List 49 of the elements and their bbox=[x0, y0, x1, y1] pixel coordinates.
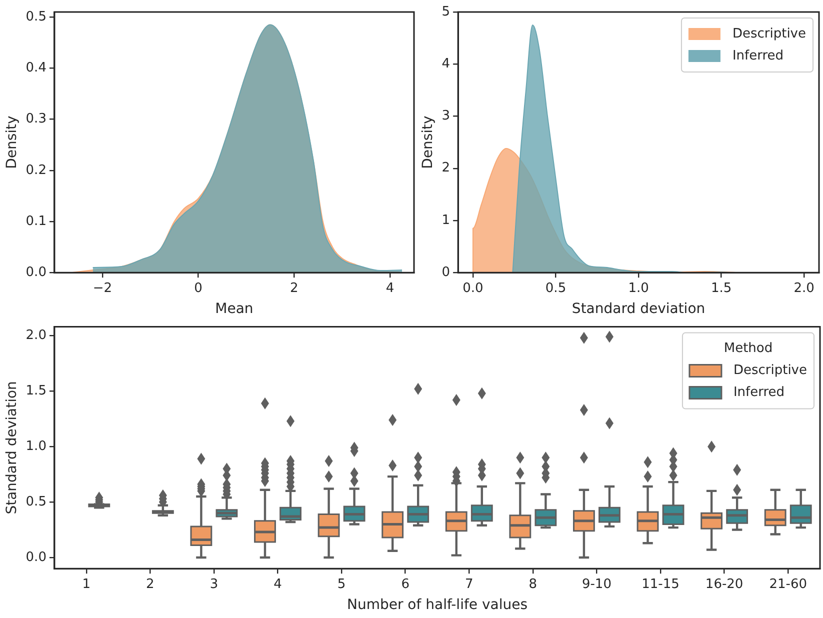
y-tick-label: 0.0 bbox=[26, 550, 46, 565]
y-tick-label: 1.5 bbox=[26, 384, 46, 399]
x-tick-label: 8 bbox=[528, 576, 538, 592]
x-tick-label: 9-10 bbox=[582, 576, 612, 592]
y-tick-label: 0.4 bbox=[26, 60, 46, 76]
y-tick-label: 1.0 bbox=[26, 438, 46, 454]
y-tick-label: 5 bbox=[442, 4, 450, 20]
y-tick-label: 0 bbox=[442, 264, 450, 280]
x-axis-title: Number of half-life values bbox=[346, 597, 528, 614]
x-tick-label: 4 bbox=[386, 280, 394, 296]
x-tick-label: 3 bbox=[210, 576, 218, 592]
legend-label: Inferred bbox=[733, 385, 785, 400]
y-tick-label: 0.0 bbox=[26, 264, 46, 280]
y-tick-label: 2 bbox=[442, 160, 450, 176]
legend-label: Descriptive bbox=[733, 363, 808, 378]
x-tick-label: 2 bbox=[146, 576, 154, 592]
x-tick-label: 1.5 bbox=[710, 280, 732, 296]
legend-title: Method bbox=[724, 341, 773, 356]
x-tick-label: 5 bbox=[337, 576, 346, 592]
y-tick-label: 2.0 bbox=[26, 328, 46, 344]
y-axis-title: Density bbox=[420, 116, 436, 169]
y-tick-label: 0.1 bbox=[26, 214, 46, 229]
y-tick-label: 4 bbox=[442, 56, 450, 72]
x-tick-label: 21-60 bbox=[769, 576, 807, 592]
x-tick-label: 0.0 bbox=[462, 280, 484, 296]
x-tick-label: 2.0 bbox=[794, 280, 814, 296]
x-tick-label: −2 bbox=[92, 280, 112, 296]
x-tick-label: 2 bbox=[290, 280, 298, 296]
legend-label: Inferred bbox=[732, 48, 784, 64]
x-tick-label: 11-15 bbox=[642, 576, 680, 592]
x-axis-title: Standard deviation bbox=[572, 301, 706, 318]
y-tick-label: 0.5 bbox=[26, 9, 46, 24]
x-tick-label: 1 bbox=[82, 576, 91, 592]
x-tick-label: 4 bbox=[274, 576, 282, 592]
y-axis-title: Standard deviation bbox=[4, 381, 20, 514]
y-tick-label: 3 bbox=[442, 108, 450, 124]
y-tick-label: 0.3 bbox=[26, 112, 46, 127]
y-tick-label: 0.2 bbox=[26, 162, 46, 178]
x-tick-label: 0 bbox=[194, 280, 202, 296]
x-tick-label: 16-20 bbox=[705, 576, 744, 592]
x-tick-label: 0.5 bbox=[545, 280, 566, 296]
legend-label: Descriptive bbox=[732, 26, 806, 42]
x-tick-label: 1.0 bbox=[628, 280, 649, 296]
x-tick-label: 6 bbox=[401, 576, 410, 592]
x-tick-label: 7 bbox=[464, 576, 474, 592]
y-tick-label: 1 bbox=[442, 212, 450, 228]
y-axis-title: Density bbox=[4, 116, 20, 169]
y-tick-label: 0.5 bbox=[26, 494, 46, 510]
x-axis-title: Mean bbox=[215, 301, 254, 318]
